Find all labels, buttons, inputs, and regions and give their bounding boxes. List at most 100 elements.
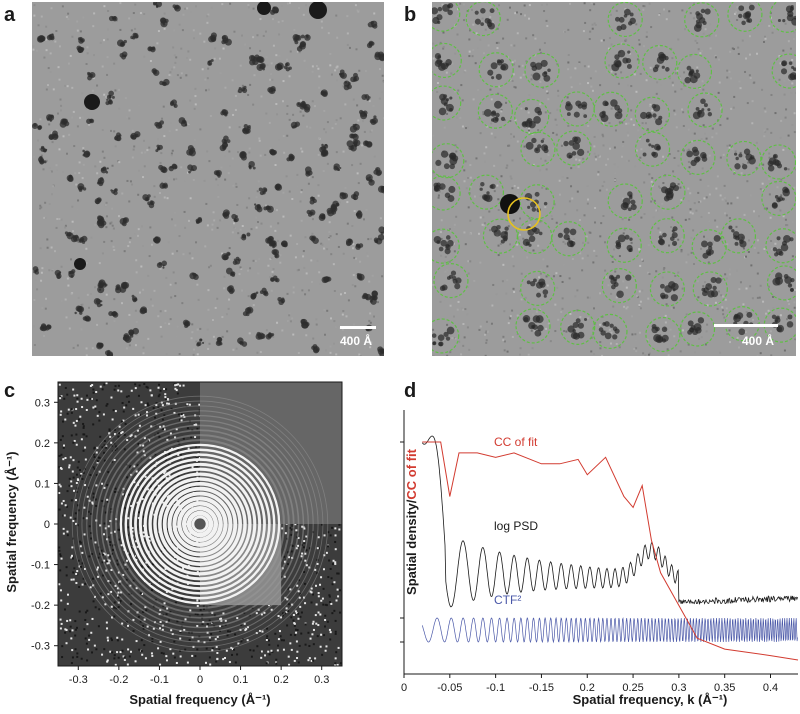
c-ytick-label: 0 xyxy=(44,519,50,531)
particle-pick-circle xyxy=(560,309,596,345)
particle-pick-circle xyxy=(601,267,637,304)
particle-pick-circle xyxy=(649,218,685,254)
label-ctf2: CTF² xyxy=(494,593,521,607)
particle-pick-circle xyxy=(691,229,727,265)
particle-pick-circle xyxy=(517,218,553,255)
particle-pick-circle xyxy=(556,130,592,166)
contaminant xyxy=(309,2,327,19)
particle-pick-circle xyxy=(687,92,723,128)
particle-pick-circle xyxy=(692,271,728,307)
particle-pick-circle xyxy=(604,43,640,79)
scale-bar-b xyxy=(714,324,778,327)
particle-pick-circle xyxy=(468,174,505,210)
particle-pick-circle xyxy=(593,91,629,127)
panel-letter-b: b xyxy=(404,4,417,26)
particle-pick-circle xyxy=(676,53,713,89)
particle-pick-circle xyxy=(432,318,460,354)
c-ytick-label: 0.2 xyxy=(35,438,50,450)
c-xtick-label: -0.2 xyxy=(109,674,128,686)
particle-pick-circle xyxy=(433,263,469,299)
particle-pick-circle xyxy=(559,91,595,127)
particle-pick-circle xyxy=(634,131,671,167)
scale-bar-a xyxy=(340,326,376,329)
panel-letter-c: c xyxy=(4,380,16,402)
particle-pick-circle xyxy=(724,306,760,342)
particle-pick-circle xyxy=(760,144,796,180)
d-ylabel-red: CC of fit xyxy=(404,448,419,499)
d-xlabel: Spatial frequency, k (Å⁻¹) xyxy=(573,692,728,707)
d-ylabel-black: Spatial density/ xyxy=(404,499,419,595)
c-xtick-label: -0.1 xyxy=(150,674,169,686)
particle-pick-circle xyxy=(642,44,678,81)
label-log-psd: log PSD xyxy=(494,519,538,533)
particle-pick-circle xyxy=(645,316,681,353)
spectrum-fit-plot: 0-0.05-0.1-0.150.20.250.30.350.4110 xyxy=(400,410,799,694)
particle-pick-circle xyxy=(607,183,643,219)
c-xtick-label: 0.1 xyxy=(233,674,248,686)
particle-pick-circle xyxy=(515,308,551,344)
d-xtick-label: 0.4 xyxy=(763,682,778,694)
particle-pick-circle xyxy=(432,228,460,264)
particle-pick-circle xyxy=(763,307,796,343)
series-ctf2 xyxy=(421,616,798,644)
particle-pick-circle xyxy=(771,53,796,89)
series-cc-of-fit xyxy=(422,441,799,661)
particle-pick-circle xyxy=(524,52,560,88)
power-spectrum-image xyxy=(58,382,342,666)
particle-pick-circle xyxy=(679,311,716,347)
particle-pick-circle xyxy=(649,271,685,307)
d-xtick-label: -0.1 xyxy=(486,682,505,694)
spectrum-fit-chart: 0-0.05-0.1-0.150.20.250.30.350.4110 Spat… xyxy=(400,410,799,707)
d-xtick-label: -0.05 xyxy=(437,682,462,694)
d-xtick-label: 0.2 xyxy=(580,682,595,694)
d-xtick-label: 0.25 xyxy=(622,682,643,694)
scale-label-b: 400 Å xyxy=(742,334,775,348)
c-xtick-label: 0 xyxy=(197,674,203,686)
particle-pick-circle xyxy=(634,96,670,132)
c-ytick-label: -0.2 xyxy=(31,600,50,612)
contaminant xyxy=(257,2,271,15)
contaminant xyxy=(500,194,520,214)
particle-pick-circle xyxy=(465,2,501,37)
c-ytick-label: -0.3 xyxy=(31,641,50,653)
particle-pick-circle xyxy=(520,270,556,306)
particle-pick-circle xyxy=(680,139,716,175)
d-xtick-label: 0.35 xyxy=(714,682,735,694)
panel-letter-d: d xyxy=(404,380,417,402)
d-xtick-label: 0 xyxy=(401,682,407,694)
particle-pick-circle xyxy=(765,228,796,264)
particle-pick-circle xyxy=(592,313,628,349)
micrograph-a-image xyxy=(32,2,384,356)
particle-pick-circle xyxy=(606,227,642,263)
micrograph-b: 400 Å xyxy=(432,2,796,356)
particle-pick-circle xyxy=(720,218,757,254)
power-spectrum-axes: -0.3 -0.3 -0.2 -0.2 -0.1 -0.1 0 0 0.1 0.1 0.2 0.2 0.… xyxy=(31,381,343,686)
power-spectrum-panel: -0.3 -0.3 -0.2 -0.2 -0.1 -0.1 0 0 0.1 0.1 0.2 0.2 0.… xyxy=(4,381,343,707)
particle-pick-circle xyxy=(478,52,514,88)
label-cc-of-fit: CC of fit xyxy=(494,435,538,449)
d-ylabel: Spatial density/CC of fit xyxy=(404,448,419,595)
particle-pick-circle xyxy=(769,2,796,33)
particle-pick-circle xyxy=(519,184,555,220)
rejected-pick-circle xyxy=(507,197,541,231)
c-ytick-label: 0.1 xyxy=(35,478,50,490)
particle-pick-circle xyxy=(727,2,763,32)
particle-pick-circle xyxy=(432,85,462,121)
c-ytick-label: 0.3 xyxy=(35,397,50,409)
c-xlabel: Spatial frequency (Å⁻¹) xyxy=(129,692,270,707)
particle-pick-circle xyxy=(432,2,461,32)
micrograph-b-image xyxy=(432,2,796,356)
c-xtick-label: 0.2 xyxy=(273,674,288,686)
particle-pick-circle xyxy=(761,180,796,216)
series-log-psd xyxy=(421,435,798,608)
c-ytick-label: -0.1 xyxy=(31,560,50,572)
particle-pick-circle xyxy=(551,221,587,257)
c-ylabel: Spatial frequency (Å⁻¹) xyxy=(4,451,19,592)
particle-pick-circle xyxy=(607,2,643,38)
c-xtick-label: 0.3 xyxy=(314,674,329,686)
micrograph-a: 400 Å xyxy=(32,2,384,356)
particle-pick-circle xyxy=(650,174,686,210)
particle-pick-circle xyxy=(432,143,465,179)
particle-pick-circle xyxy=(432,42,462,79)
panel-letter-a: a xyxy=(4,4,16,26)
